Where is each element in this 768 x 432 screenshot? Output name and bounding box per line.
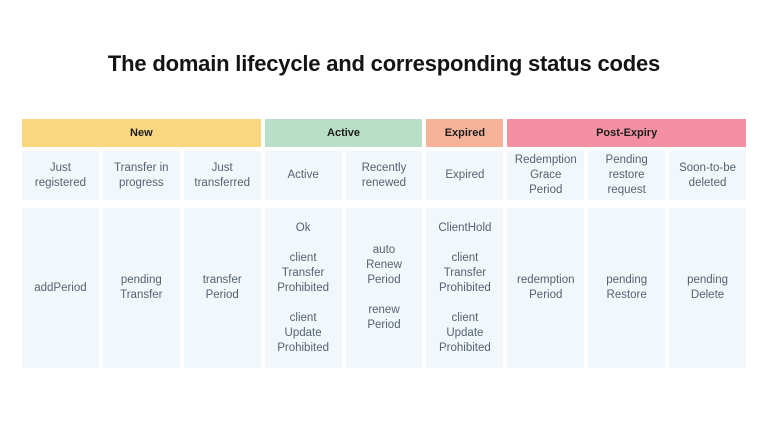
stage-cell-expired: Expired: [426, 151, 504, 200]
status-code-clienthold: ClientHold: [438, 221, 492, 234]
status-code-renew-period: renew Period: [367, 304, 401, 331]
stage-row: Just registered Transfer in progress Just …: [22, 151, 746, 200]
stage-cell-active: Active: [264, 151, 342, 200]
stage-cell-redemption-grace-period: Redemption Grace Period: [507, 151, 585, 200]
group-header-row: New Active Expired Post-Expiry: [22, 119, 746, 147]
status-code-client-transfer-prohibited: client Transfer Prohibited: [438, 251, 491, 294]
status-code-pending-delete: pending Delete: [687, 274, 729, 301]
status-code-client-update-prohibited: client Update Prohibited: [438, 311, 491, 354]
stage-cell-just-registered: Just registered: [22, 151, 99, 200]
status-code-pending-transfer: pending Transfer: [120, 274, 163, 301]
group-header-expired: Expired: [426, 119, 504, 147]
status-codes-cell-2: transfer Period: [183, 208, 261, 368]
status-codes-cell-3: Ok client Transfer Prohibited client Updat…: [264, 208, 342, 368]
status-codes-cell-0: addPeriod: [22, 208, 99, 368]
status-codes-cell-7: pending Restore: [588, 208, 666, 368]
status-code-transfer-period: transfer Period: [202, 274, 242, 301]
status-codes-cell-5: ClientHold client Transfer Prohibited clie…: [426, 208, 504, 368]
status-codes-row: addPeriod pending Transfer transfer Period…: [22, 208, 746, 368]
stage-cell-pending-restore-request: Pending restore request: [588, 151, 666, 200]
page-title: The domain lifecycle and corresponding s…: [107, 51, 661, 76]
status-codes-cell-8: pending Delete: [669, 208, 746, 368]
status-code-client-transfer-prohibited: client Transfer Prohibited: [277, 251, 329, 294]
group-header-post-expiry: Post-Expiry: [507, 119, 746, 147]
domain-lifecycle-table: New Active Expired Post-Expiry Just registe…: [22, 119, 746, 368]
status-code-addperiod: addPeriod: [34, 281, 87, 294]
stage-cell-just-transferred: Just transferred: [183, 151, 261, 200]
status-code-auto-renew-period: auto Renew Period: [366, 244, 402, 286]
stage-cell-soon-to-be-deleted: Soon-to-be deleted: [669, 151, 746, 200]
stage-cell-recently-renewed: Recently renewed: [345, 151, 423, 200]
status-code-pending-restore: pending Restore: [606, 274, 648, 301]
group-header-new: New: [22, 119, 261, 147]
status-code-client-update-prohibited: client Update Prohibited: [277, 311, 329, 354]
status-codes-cell-6: redemption Period: [507, 208, 585, 368]
status-codes-cell-4: auto Renew Period renew Period: [345, 208, 423, 368]
status-code-ok: Ok: [295, 221, 311, 234]
group-header-active: Active: [264, 119, 423, 147]
status-codes-cell-1: pending Transfer: [102, 208, 180, 368]
stage-cell-transfer-in-progress: Transfer in progress: [102, 151, 180, 200]
status-code-redemption-period: redemption Period: [517, 274, 575, 301]
